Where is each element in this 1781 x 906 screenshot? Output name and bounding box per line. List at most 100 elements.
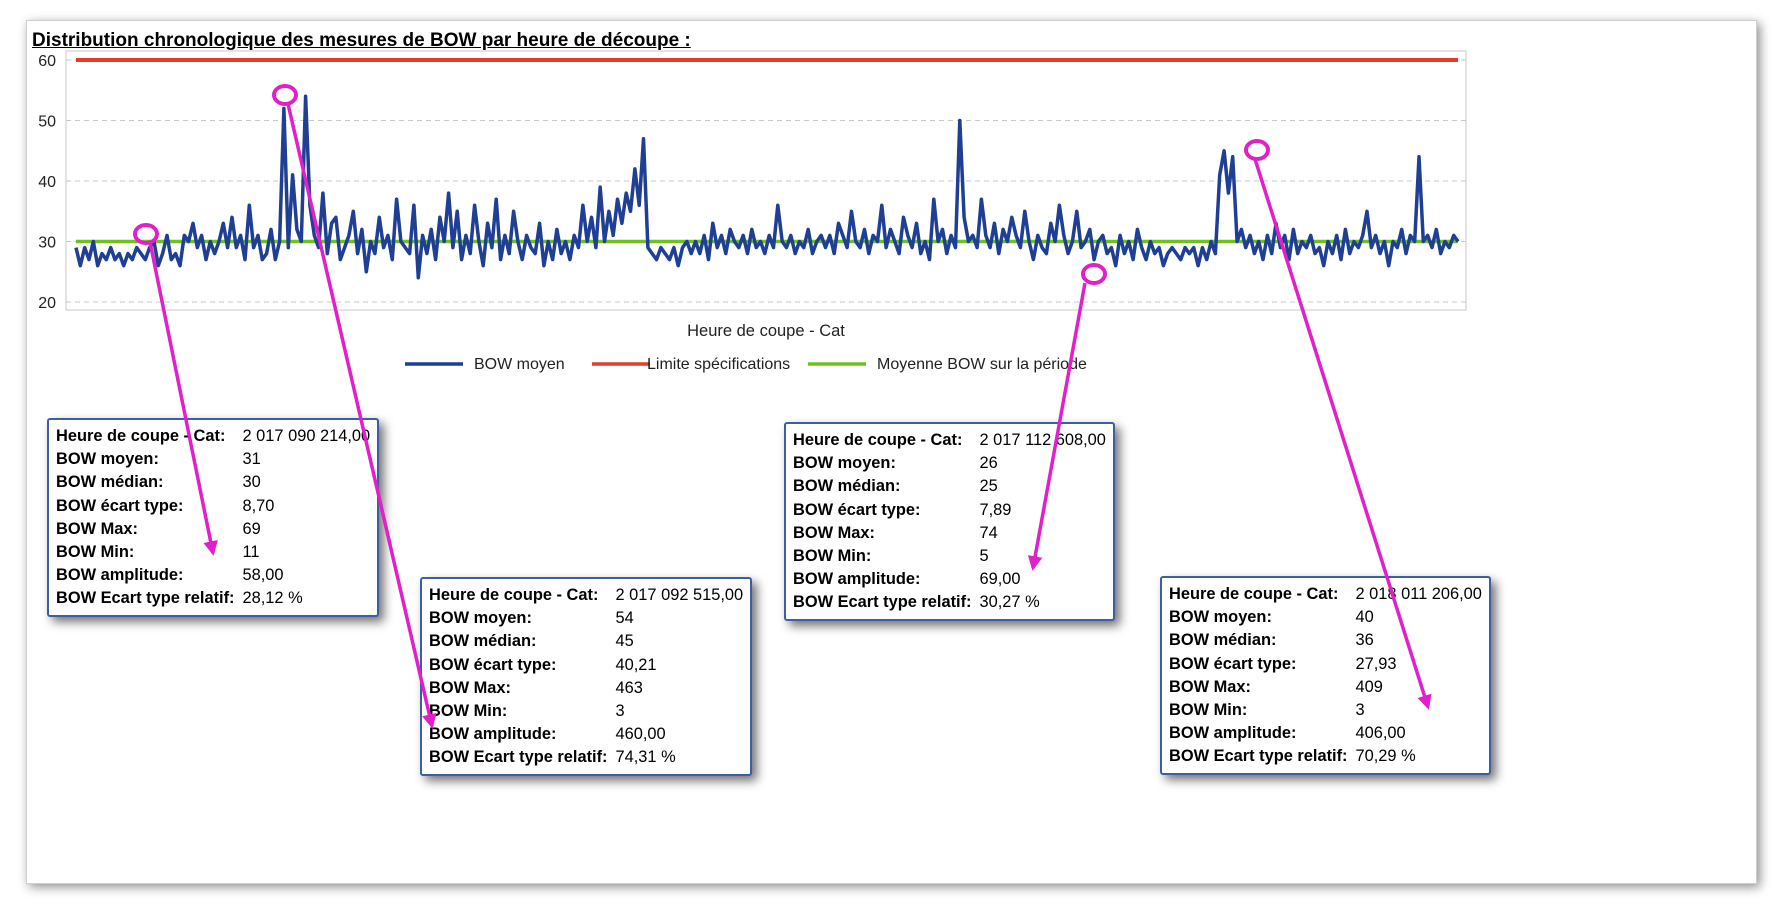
tooltip-key: BOW écart type: <box>793 500 921 519</box>
tooltip-value: 45 <box>615 632 634 651</box>
tooltip-row: BOW amplitude: 460,00 <box>429 723 743 746</box>
chart-legend: BOW moyen Limite spécifications Moyenne BO… <box>405 356 1087 373</box>
tooltip-key: BOW écart type: <box>429 655 557 674</box>
tooltip-value: 3 <box>1355 701 1365 720</box>
tooltip-key: BOW moyen: <box>793 454 896 473</box>
tooltip-value: 31 <box>242 450 261 469</box>
tooltip-row: BOW Min: 11 <box>56 541 370 564</box>
tooltip-key: BOW écart type: <box>56 496 184 515</box>
tooltip-value: 36 <box>1355 631 1374 650</box>
tooltip-row: BOW médian: 45 <box>429 630 743 653</box>
tooltip-key: BOW amplitude: <box>793 570 921 589</box>
tooltip-panel-2: Heure de coupe - Cat: 2 017 092 515,00 BOW… <box>420 577 753 776</box>
tooltip-value: 2 018 011 206,00 <box>1355 585 1482 603</box>
tooltip-key: BOW médian: <box>429 632 537 651</box>
tooltip-value: 30,27 % <box>979 593 1040 612</box>
tooltip-value: 406,00 <box>1355 724 1406 743</box>
tooltip-value: 40,21 <box>615 655 657 674</box>
tooltip-row: BOW écart type: 27,93 <box>1169 653 1482 676</box>
tooltip-row: BOW Ecart type relatif: 70,29 % <box>1169 745 1482 768</box>
tooltip-value: 26 <box>979 454 998 473</box>
tooltip-value: 54 <box>615 609 634 628</box>
tooltip-panel-4: Heure de coupe - Cat: 2 018 011 206,00 BOW… <box>1160 576 1491 775</box>
tooltip-value: 463 <box>615 678 643 697</box>
tooltip-value: 74 <box>979 523 998 542</box>
tooltip-key: BOW moyen: <box>1169 608 1272 627</box>
tooltip-key: BOW Max: <box>793 523 875 542</box>
tooltip-key: BOW amplitude: <box>429 725 557 744</box>
tooltip-value: 2 017 092 515,00 <box>615 586 744 604</box>
chart-title: Distribution chronologique des mesures d… <box>32 30 691 51</box>
tooltip-value: 69,00 <box>979 570 1021 589</box>
tooltip-key: BOW Min: <box>1169 701 1248 720</box>
tooltip-value: 3 <box>615 702 625 721</box>
tooltip-key: BOW amplitude: <box>1169 724 1297 743</box>
legend-label: Moyenne BOW sur la période <box>877 356 1087 373</box>
tooltip-row: BOW Min: 3 <box>1169 699 1482 722</box>
tooltip-row: BOW amplitude: 69,00 <box>793 568 1106 591</box>
x-axis-label: Heure de coupe - Cat <box>687 322 845 340</box>
tooltip-key: Heure de coupe - Cat: <box>56 427 226 445</box>
tooltip-key: BOW Max: <box>1169 677 1251 696</box>
tooltip-value: 40 <box>1355 608 1374 627</box>
tooltip-value: 28,12 % <box>242 589 303 608</box>
tooltip-row: BOW Max: 409 <box>1169 676 1482 699</box>
tooltip-row: BOW médian: 36 <box>1169 629 1482 652</box>
tooltip-key: BOW écart type: <box>1169 654 1297 673</box>
tooltip-value: 8,70 <box>242 496 275 515</box>
tooltip-key: BOW Ecart type relatif: <box>56 589 235 608</box>
tooltip-row: BOW moyen: 31 <box>56 448 370 471</box>
tooltip-value: 460,00 <box>615 725 666 744</box>
tooltip-key: Heure de coupe - Cat: <box>429 586 599 604</box>
tooltip-key: BOW médian: <box>793 477 901 496</box>
y-tick-label: 20 <box>38 295 56 312</box>
legend-label: Limite spécifications <box>647 356 790 373</box>
tooltip-row: BOW Min: 3 <box>429 700 743 723</box>
y-tick-label: 40 <box>38 174 56 191</box>
tooltip-row: BOW moyen: 40 <box>1169 606 1482 629</box>
y-tick-label: 60 <box>38 53 56 70</box>
tooltip-value: 69 <box>242 519 261 538</box>
tooltip-table: Heure de coupe - Cat: 2 017 090 214,00 BOW… <box>56 425 370 611</box>
tooltip-key: BOW Max: <box>56 519 138 538</box>
tooltip-value: 5 <box>979 547 989 566</box>
tooltip-key: BOW amplitude: <box>56 566 184 585</box>
tooltip-row: BOW écart type: 8,70 <box>56 495 370 518</box>
tooltip-key: BOW Ecart type relatif: <box>793 593 972 612</box>
tooltip-key: BOW Min: <box>56 543 135 562</box>
tooltip-value: 409 <box>1355 677 1383 696</box>
tooltip-row: BOW Ecart type relatif: 28,12 % <box>56 587 370 610</box>
tooltip-row: BOW Ecart type relatif: 74,31 % <box>429 746 743 769</box>
tooltip-value: 2 017 090 214,00 <box>242 427 371 445</box>
tooltip-panel-3: Heure de coupe - Cat: 2 017 112 608,00 BOW… <box>784 422 1115 621</box>
tooltip-key: BOW Min: <box>429 702 508 721</box>
tooltip-value: 7,89 <box>979 500 1012 519</box>
tooltip-key: BOW moyen: <box>56 450 159 469</box>
tooltip-value: 11 <box>242 543 260 562</box>
tooltip-row: Heure de coupe - Cat: 2 018 011 206,00 <box>1169 583 1482 606</box>
tooltip-row: BOW Max: 74 <box>793 522 1106 545</box>
tooltip-value: 25 <box>979 477 998 496</box>
tooltip-row: BOW médian: 30 <box>56 471 370 494</box>
tooltip-row: BOW amplitude: 406,00 <box>1169 722 1482 745</box>
tooltip-row: BOW amplitude: 58,00 <box>56 564 370 587</box>
tooltip-value: 27,93 <box>1355 654 1397 673</box>
tooltip-key: Heure de coupe - Cat: <box>793 431 963 449</box>
tooltip-row: BOW moyen: 54 <box>429 607 743 630</box>
y-tick-label: 30 <box>38 235 56 252</box>
tooltip-value: 74,31 % <box>615 748 676 767</box>
tooltip-value: 2 017 112 608,00 <box>979 431 1106 449</box>
tooltip-key: BOW Ecart type relatif: <box>429 748 608 767</box>
tooltip-row: Heure de coupe - Cat: 2 017 090 214,00 <box>56 425 370 448</box>
tooltip-row: BOW Max: 463 <box>429 677 743 700</box>
tooltip-row: Heure de coupe - Cat: 2 017 112 608,00 <box>793 429 1106 452</box>
tooltip-key: Heure de coupe - Cat: <box>1169 585 1339 603</box>
tooltip-value: 30 <box>242 473 261 492</box>
tooltip-key: BOW Ecart type relatif: <box>1169 747 1348 766</box>
legend-label: BOW moyen <box>474 356 565 373</box>
tooltip-row: BOW Max: 69 <box>56 518 370 541</box>
tooltip-row: BOW moyen: 26 <box>793 452 1106 475</box>
tooltip-table: Heure de coupe - Cat: 2 018 011 206,00 BOW… <box>1169 583 1482 769</box>
tooltip-row: Heure de coupe - Cat: 2 017 092 515,00 <box>429 584 743 607</box>
tooltip-row: BOW Ecart type relatif: 30,27 % <box>793 591 1106 614</box>
